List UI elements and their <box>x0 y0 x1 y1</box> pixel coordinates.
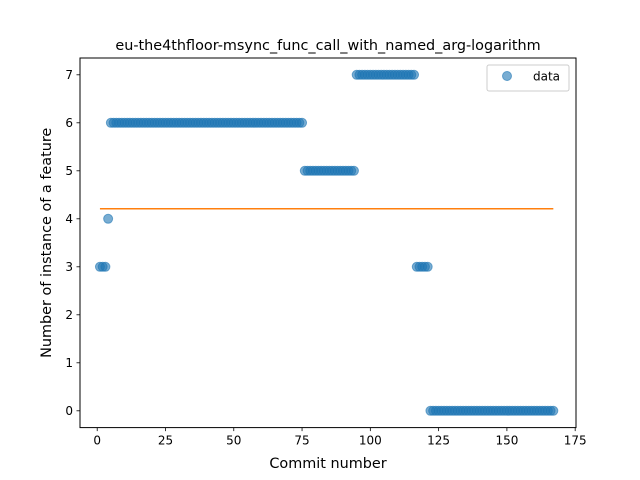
y-tick-label: 5 <box>65 164 73 178</box>
data-point <box>348 165 359 176</box>
y-tick-label: 4 <box>65 212 73 226</box>
x-tick-label: 75 <box>294 434 309 448</box>
plot-series <box>94 69 559 416</box>
y-tick-label: 2 <box>65 308 73 322</box>
y-axis-label: Number of instance of a feature <box>39 128 55 358</box>
x-tick-label: 50 <box>226 434 241 448</box>
x-axis-label: Commit number <box>269 456 386 472</box>
y-axis-ticks: 0 1 2 3 4 5 6 7 <box>65 68 80 418</box>
data-point <box>100 261 111 272</box>
x-tick-label: 25 <box>158 434 173 448</box>
y-tick-label: 7 <box>65 68 73 82</box>
legend: data <box>486 64 570 92</box>
x-axis-ticks: 0 25 50 75 100 125 150 175 <box>93 427 587 448</box>
chart-title: eu-the4thfloor-msync_func_call_with_name… <box>115 38 540 54</box>
data-point <box>297 117 308 128</box>
plot-area-frame <box>79 57 577 429</box>
data-point <box>422 261 433 272</box>
data-point <box>103 213 114 224</box>
x-tick-label: 150 <box>495 434 518 448</box>
legend-label-data: data <box>533 70 560 84</box>
y-tick-label: 6 <box>65 116 73 130</box>
x-tick-label: 125 <box>427 434 450 448</box>
x-tick-label: 100 <box>359 434 382 448</box>
x-tick-label: 0 <box>93 434 101 448</box>
data-point <box>409 69 420 80</box>
x-tick-label: 175 <box>564 434 587 448</box>
data-point <box>548 405 559 416</box>
y-tick-label: 0 <box>65 404 73 418</box>
legend-marker-data <box>502 71 512 81</box>
y-tick-label: 1 <box>65 356 73 370</box>
y-tick-label: 3 <box>65 260 73 274</box>
